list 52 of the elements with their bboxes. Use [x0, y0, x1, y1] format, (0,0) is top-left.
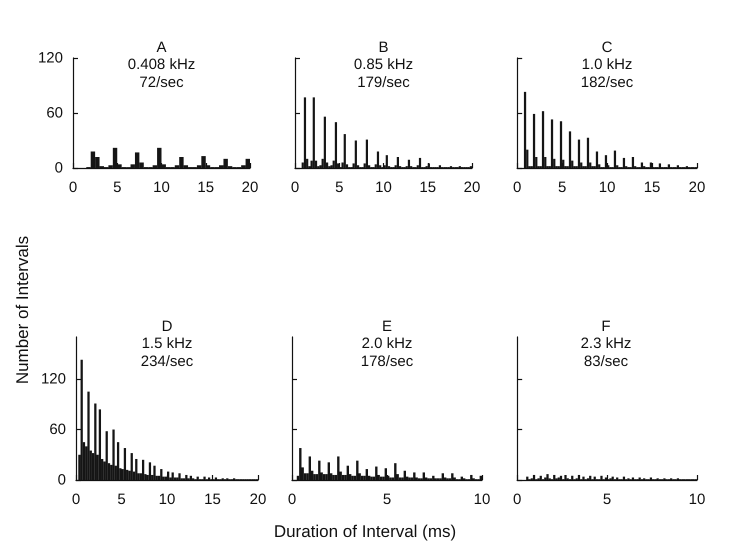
x-tick-label: 20 — [250, 491, 266, 508]
x-tick-label: 20 — [688, 179, 706, 196]
chart-subtitle: 1.0 kHz — [582, 56, 632, 73]
y-tick-label: 0 — [54, 160, 63, 176]
x-tick-label: 5 — [558, 179, 566, 196]
chart-subtitle: 1.5 kHz — [142, 335, 192, 352]
chart-subtitle: 2.3 kHz — [580, 335, 632, 352]
x-tick-label: 5 — [602, 491, 612, 508]
annotation: 72/sec — [139, 74, 184, 91]
chart-title: C — [602, 39, 613, 56]
x-tick-label: 0 — [288, 491, 296, 508]
x-tick-label: 20 — [242, 179, 258, 196]
annotation: 179/sec — [357, 74, 410, 91]
chart-subtitle: 0.408 kHz — [128, 56, 196, 73]
chart-title: B — [378, 39, 389, 56]
annotation: 178/sec — [360, 353, 414, 370]
x-tick-label: 10 — [474, 491, 490, 508]
y-tick-label: 0 — [58, 472, 66, 488]
x-tick-label: 15 — [644, 179, 660, 196]
x-tick-label: 15 — [197, 179, 214, 196]
chart-subtitle: 2.0 kHz — [362, 335, 412, 352]
chart-subtitle: 0.85 kHz — [354, 56, 414, 73]
y-tick-label: 60 — [49, 421, 66, 438]
chart-title: A — [156, 39, 167, 56]
x-tick-label: 10 — [598, 179, 616, 196]
x-tick-label: 0 — [290, 179, 300, 196]
x-tick-label: 20 — [464, 179, 480, 196]
y-tick-label: 60 — [46, 104, 63, 122]
x-tick-label: 0 — [513, 491, 522, 508]
x-tick-label: 10 — [158, 491, 176, 508]
x-tick-label: 10 — [153, 179, 170, 196]
x-axis-title: Duration of Interval (ms) — [272, 522, 458, 542]
annotation: 83/sec — [584, 353, 629, 370]
x-tick-label: 10 — [688, 491, 706, 508]
x-tick-label: 5 — [117, 491, 126, 508]
y-tick-label: 120 — [38, 50, 63, 66]
x-tick-label: 0 — [68, 179, 78, 196]
annotation: 182/sec — [580, 74, 634, 91]
y-axis-title: Number of Intervals — [13, 234, 33, 386]
chart-title: D — [162, 318, 173, 335]
x-tick-label: 15 — [419, 179, 436, 196]
y-tick-label: 120 — [40, 370, 66, 388]
x-tick-label: 5 — [335, 179, 344, 196]
x-tick-label: 5 — [382, 491, 392, 508]
x-tick-label: 10 — [375, 179, 392, 196]
x-tick-label: 15 — [204, 491, 221, 508]
annotation: 234/sec — [140, 353, 194, 370]
chart-title: F — [601, 318, 611, 335]
x-tick-label: 5 — [113, 179, 122, 196]
x-tick-label: 0 — [72, 491, 80, 508]
x-tick-label: 0 — [513, 179, 522, 196]
chart-title: E — [382, 318, 392, 335]
